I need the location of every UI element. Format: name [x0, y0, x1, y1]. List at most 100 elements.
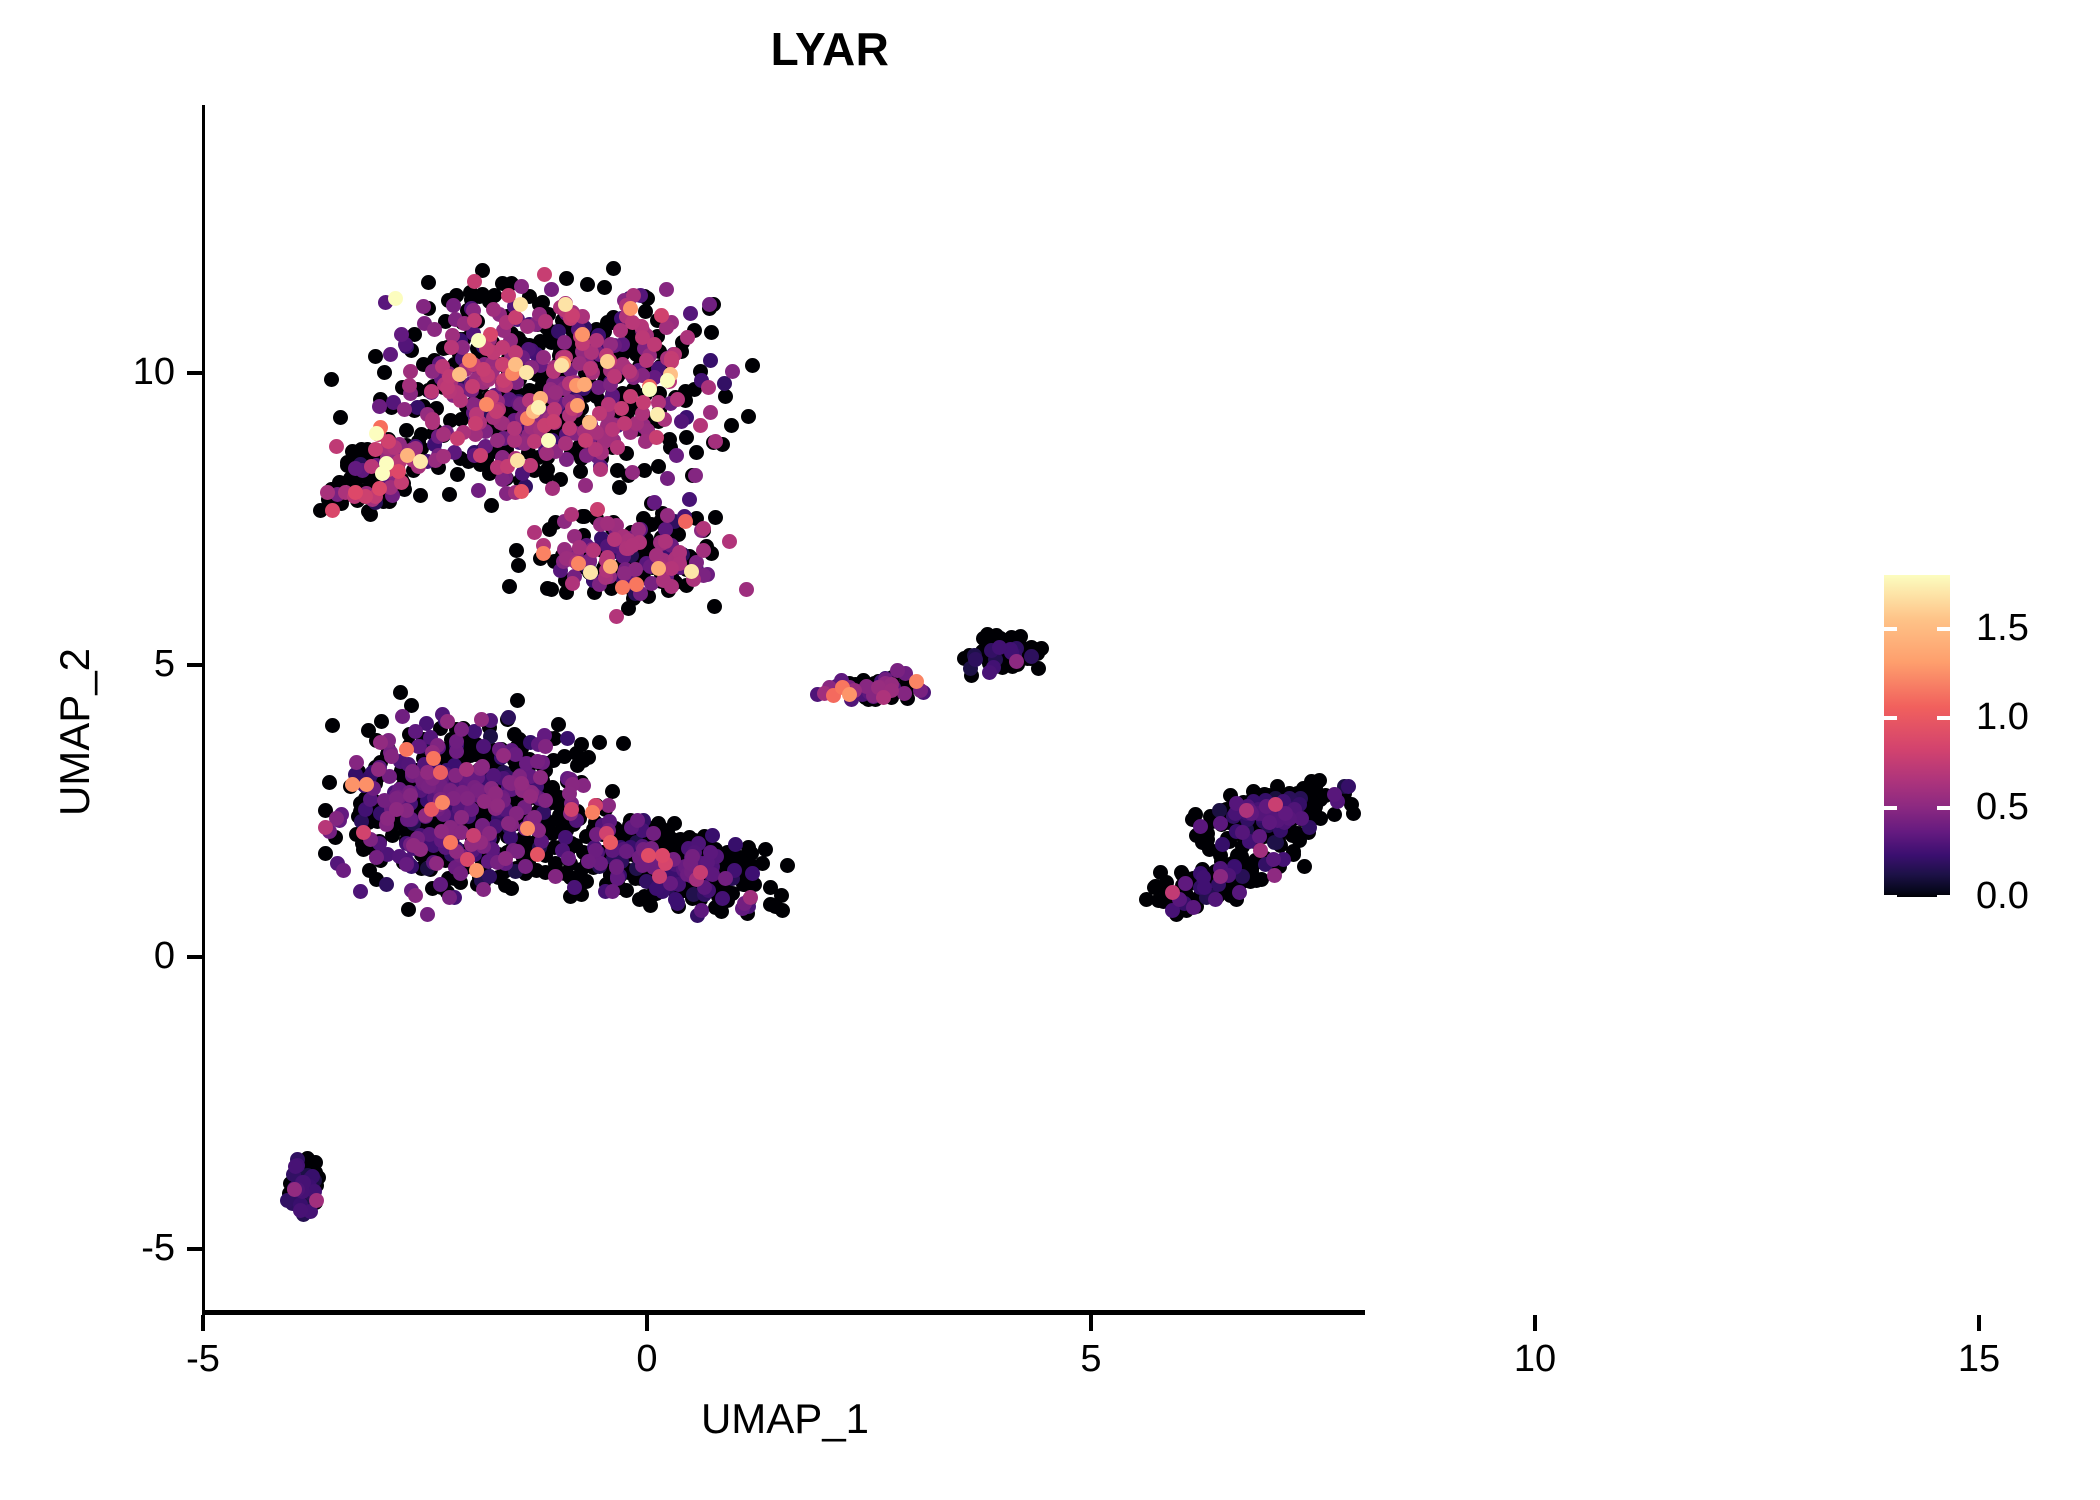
y-tick-mark [187, 371, 203, 375]
colorbar-tick-label: 0.5 [1976, 785, 2029, 828]
scatter-point [573, 464, 589, 480]
scatter-point [1297, 859, 1313, 875]
scatter-point [377, 364, 393, 380]
scatter-point [429, 856, 445, 872]
scatter-point [371, 399, 387, 415]
x-tick-mark [645, 1315, 649, 1331]
scatter-point [649, 430, 665, 446]
scatter-point [396, 401, 412, 417]
scatter-point [425, 751, 441, 767]
scatter-point [564, 576, 580, 592]
scatter-point [967, 651, 983, 667]
scatter-point [420, 906, 436, 922]
scatter-point [467, 273, 483, 289]
scatter-point [415, 298, 431, 314]
scatter-point [689, 444, 705, 460]
scatter-point [597, 279, 613, 295]
scatter-point [741, 409, 757, 425]
x-axis-label: UMAP_1 [700, 1395, 870, 1442]
scatter-point [536, 266, 552, 282]
scatter-point [623, 301, 639, 317]
scatter-point [383, 748, 399, 764]
scatter-point [335, 863, 351, 879]
scatter-point [654, 848, 670, 864]
scatter-point [559, 730, 575, 746]
scatter-point [443, 834, 459, 850]
scatter-point [578, 477, 594, 493]
scatter-point [586, 542, 602, 558]
scatter-point [435, 449, 451, 465]
scatter-point [636, 462, 652, 478]
scatter-point [543, 281, 559, 297]
scatter-point [424, 415, 440, 431]
scatter-point [382, 346, 398, 362]
scatter-point [628, 576, 644, 592]
scatter-point [473, 712, 489, 728]
scatter-point [408, 887, 424, 903]
scatter-point [683, 306, 699, 322]
scatter-point [398, 742, 414, 758]
scatter-point [475, 882, 491, 898]
scatter-point [695, 542, 711, 558]
scatter-point [683, 563, 699, 579]
scatter-point [1023, 648, 1039, 664]
scatter-point [678, 513, 694, 529]
scatter-point [484, 497, 500, 513]
scatter-point [1341, 778, 1357, 794]
scatter-point [1212, 868, 1228, 884]
scatter-point [643, 897, 659, 913]
scatter-point [660, 507, 676, 523]
scatter-point [558, 270, 574, 286]
scatter-point [638, 303, 654, 319]
plot-panel [205, 105, 1365, 1310]
scatter-point [421, 274, 437, 290]
scatter-point [459, 790, 475, 806]
scatter-point [701, 380, 717, 396]
scatter-point [450, 467, 466, 483]
scatter-point [651, 458, 667, 474]
scatter-point [610, 463, 626, 479]
scatter-point [605, 784, 621, 800]
scatter-point [367, 348, 383, 364]
scatter-point [501, 579, 517, 595]
scatter-point [1196, 869, 1212, 885]
scatter-point [668, 448, 684, 464]
scatter-point [363, 506, 379, 522]
scatter-point [557, 296, 573, 312]
scatter-point [561, 420, 577, 436]
scatter-point [489, 432, 505, 448]
scatter-point [372, 480, 388, 496]
y-tick-mark [187, 955, 203, 959]
scatter-point [539, 461, 555, 477]
scatter-point [321, 774, 337, 790]
scatter-point [517, 859, 533, 875]
scatter-point [404, 764, 420, 780]
scatter-point [744, 358, 760, 374]
scatter-point [1207, 892, 1223, 908]
scatter-point [724, 418, 740, 434]
scatter-point [532, 769, 548, 785]
scatter-point [432, 764, 448, 780]
scatter-point [475, 362, 491, 378]
scatter-point [659, 372, 675, 388]
scatter-point [323, 372, 339, 388]
scatter-point [402, 788, 418, 804]
scatter-point [580, 276, 596, 292]
scatter-point [575, 753, 591, 769]
scatter-point [651, 869, 667, 885]
scatter-point [458, 762, 474, 778]
colorbar-tick-label: 1.5 [1976, 606, 2029, 649]
x-tick-label: -5 [186, 1338, 220, 1380]
scatter-point [779, 858, 795, 874]
scatter-point [439, 713, 455, 729]
scatter-point [529, 847, 545, 863]
scatter-point [571, 539, 587, 555]
scatter-point [509, 693, 525, 709]
scatter-point [744, 866, 760, 882]
scatter-point [519, 319, 535, 335]
scatter-point [588, 332, 604, 348]
scatter-point [768, 898, 784, 914]
scatter-point [292, 1202, 308, 1218]
scatter-point [497, 877, 513, 893]
